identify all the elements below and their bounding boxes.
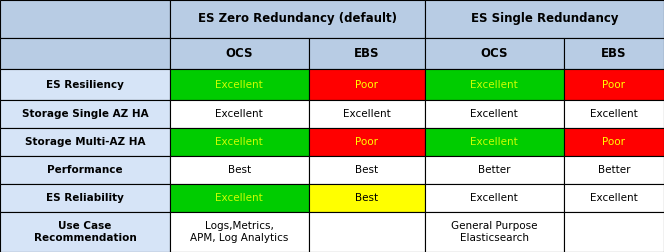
FancyBboxPatch shape bbox=[425, 0, 664, 38]
FancyBboxPatch shape bbox=[425, 101, 564, 129]
Text: ES Reliability: ES Reliability bbox=[46, 194, 124, 203]
Text: Better: Better bbox=[598, 166, 630, 175]
FancyBboxPatch shape bbox=[564, 101, 664, 129]
FancyBboxPatch shape bbox=[564, 184, 664, 212]
FancyBboxPatch shape bbox=[564, 129, 664, 156]
FancyBboxPatch shape bbox=[0, 156, 170, 184]
FancyBboxPatch shape bbox=[564, 69, 664, 101]
Text: General Purpose
Elasticsearch: General Purpose Elasticsearch bbox=[451, 221, 537, 243]
FancyBboxPatch shape bbox=[0, 101, 170, 129]
FancyBboxPatch shape bbox=[425, 69, 564, 101]
FancyBboxPatch shape bbox=[425, 212, 564, 252]
Text: Logs,Metrics,
APM, Log Analytics: Logs,Metrics, APM, Log Analytics bbox=[190, 221, 289, 243]
FancyBboxPatch shape bbox=[170, 129, 309, 156]
Text: Storage Single AZ HA: Storage Single AZ HA bbox=[22, 109, 148, 119]
Text: Excellent: Excellent bbox=[216, 80, 263, 90]
FancyBboxPatch shape bbox=[425, 156, 564, 184]
Text: Excellent: Excellent bbox=[216, 109, 263, 119]
FancyBboxPatch shape bbox=[425, 184, 564, 212]
Text: Better: Better bbox=[478, 166, 511, 175]
FancyBboxPatch shape bbox=[309, 69, 425, 101]
FancyBboxPatch shape bbox=[170, 69, 309, 101]
Text: ES Resiliency: ES Resiliency bbox=[46, 80, 124, 90]
Text: ES Single Redundancy: ES Single Redundancy bbox=[471, 12, 618, 25]
Text: Poor: Poor bbox=[602, 80, 625, 90]
FancyBboxPatch shape bbox=[170, 0, 425, 38]
FancyBboxPatch shape bbox=[425, 129, 564, 156]
FancyBboxPatch shape bbox=[0, 184, 170, 212]
FancyBboxPatch shape bbox=[309, 212, 425, 252]
Text: Excellent: Excellent bbox=[343, 109, 390, 119]
Text: Excellent: Excellent bbox=[216, 194, 263, 203]
Text: Excellent: Excellent bbox=[590, 109, 637, 119]
Text: Excellent: Excellent bbox=[470, 138, 518, 147]
Text: Excellent: Excellent bbox=[470, 194, 518, 203]
Text: Excellent: Excellent bbox=[590, 194, 637, 203]
Text: OCS: OCS bbox=[226, 47, 253, 60]
Text: ES Zero Redundancy (default): ES Zero Redundancy (default) bbox=[198, 12, 397, 25]
Text: Poor: Poor bbox=[355, 138, 378, 147]
Text: Best: Best bbox=[355, 194, 378, 203]
Text: Storage Multi-AZ HA: Storage Multi-AZ HA bbox=[25, 138, 145, 147]
FancyBboxPatch shape bbox=[170, 156, 309, 184]
FancyBboxPatch shape bbox=[564, 38, 664, 69]
FancyBboxPatch shape bbox=[0, 69, 170, 101]
FancyBboxPatch shape bbox=[170, 38, 309, 69]
Text: Use Case
Recommendation: Use Case Recommendation bbox=[34, 221, 136, 243]
FancyBboxPatch shape bbox=[564, 156, 664, 184]
Text: Excellent: Excellent bbox=[216, 138, 263, 147]
FancyBboxPatch shape bbox=[0, 212, 170, 252]
Text: Poor: Poor bbox=[355, 80, 378, 90]
FancyBboxPatch shape bbox=[564, 212, 664, 252]
FancyBboxPatch shape bbox=[309, 156, 425, 184]
Text: Best: Best bbox=[355, 166, 378, 175]
Text: Excellent: Excellent bbox=[470, 109, 518, 119]
Text: Poor: Poor bbox=[602, 138, 625, 147]
Text: Excellent: Excellent bbox=[470, 80, 518, 90]
FancyBboxPatch shape bbox=[0, 0, 170, 38]
FancyBboxPatch shape bbox=[170, 101, 309, 129]
FancyBboxPatch shape bbox=[309, 184, 425, 212]
FancyBboxPatch shape bbox=[170, 212, 309, 252]
FancyBboxPatch shape bbox=[0, 38, 170, 69]
Text: Best: Best bbox=[228, 166, 251, 175]
Text: Performance: Performance bbox=[47, 166, 123, 175]
FancyBboxPatch shape bbox=[425, 38, 564, 69]
FancyBboxPatch shape bbox=[170, 184, 309, 212]
FancyBboxPatch shape bbox=[309, 129, 425, 156]
Text: EBS: EBS bbox=[354, 47, 380, 60]
Text: EBS: EBS bbox=[601, 47, 627, 60]
FancyBboxPatch shape bbox=[309, 38, 425, 69]
Text: OCS: OCS bbox=[480, 47, 508, 60]
FancyBboxPatch shape bbox=[309, 101, 425, 129]
FancyBboxPatch shape bbox=[0, 129, 170, 156]
